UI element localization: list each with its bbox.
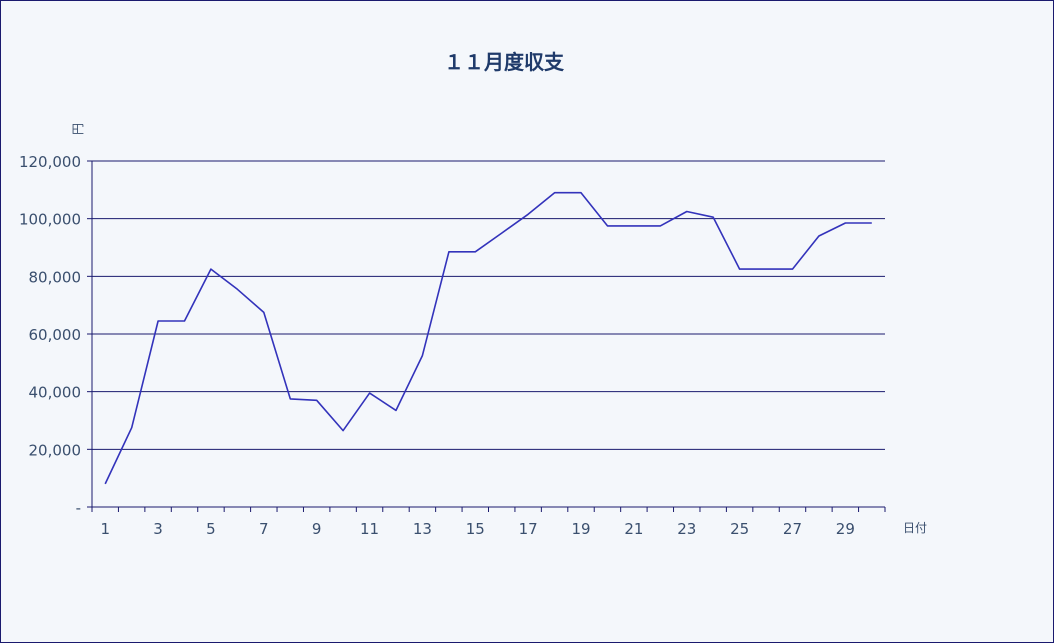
y-tick-label: - <box>76 499 81 517</box>
y-axis-unit: 円 <box>71 123 85 135</box>
series-layer <box>104 191 872 485</box>
x-tick-label: 17 <box>519 520 538 538</box>
x-tick-label: 7 <box>259 520 269 538</box>
x-tick-label: 21 <box>624 520 643 538</box>
x-tick-label: 15 <box>466 520 485 538</box>
y-tick-label: 100,000 <box>19 211 81 229</box>
y-tick-label: 120,000 <box>19 153 81 171</box>
series-line <box>104 191 872 485</box>
x-tick-label: 27 <box>783 520 802 538</box>
chart-title: １１月度収支 <box>444 50 565 74</box>
x-tick-label: 29 <box>836 520 855 538</box>
x-tick-label: 25 <box>730 520 749 538</box>
y-tick-label: 80,000 <box>29 268 82 286</box>
x-tick-label: 3 <box>153 520 163 538</box>
x-axis-label: 日付 <box>903 521 927 535</box>
x-tick-label: 1 <box>100 520 110 538</box>
x-tick-label: 11 <box>360 520 379 538</box>
x-tick-label: 5 <box>206 520 216 538</box>
x-tick-label: 9 <box>312 520 322 538</box>
x-tick-label: 19 <box>571 520 590 538</box>
x-tick-label: 23 <box>677 520 696 538</box>
y-tick-label: 60,000 <box>29 326 82 344</box>
x-tick-label: 13 <box>413 520 432 538</box>
axes: - 20,000 40,000 60,000 80,000 100,000 120,000 1… <box>19 153 886 538</box>
y-tick-label: 20,000 <box>29 441 82 459</box>
grid <box>92 160 885 450</box>
y-tick-label: 40,000 <box>29 384 82 402</box>
